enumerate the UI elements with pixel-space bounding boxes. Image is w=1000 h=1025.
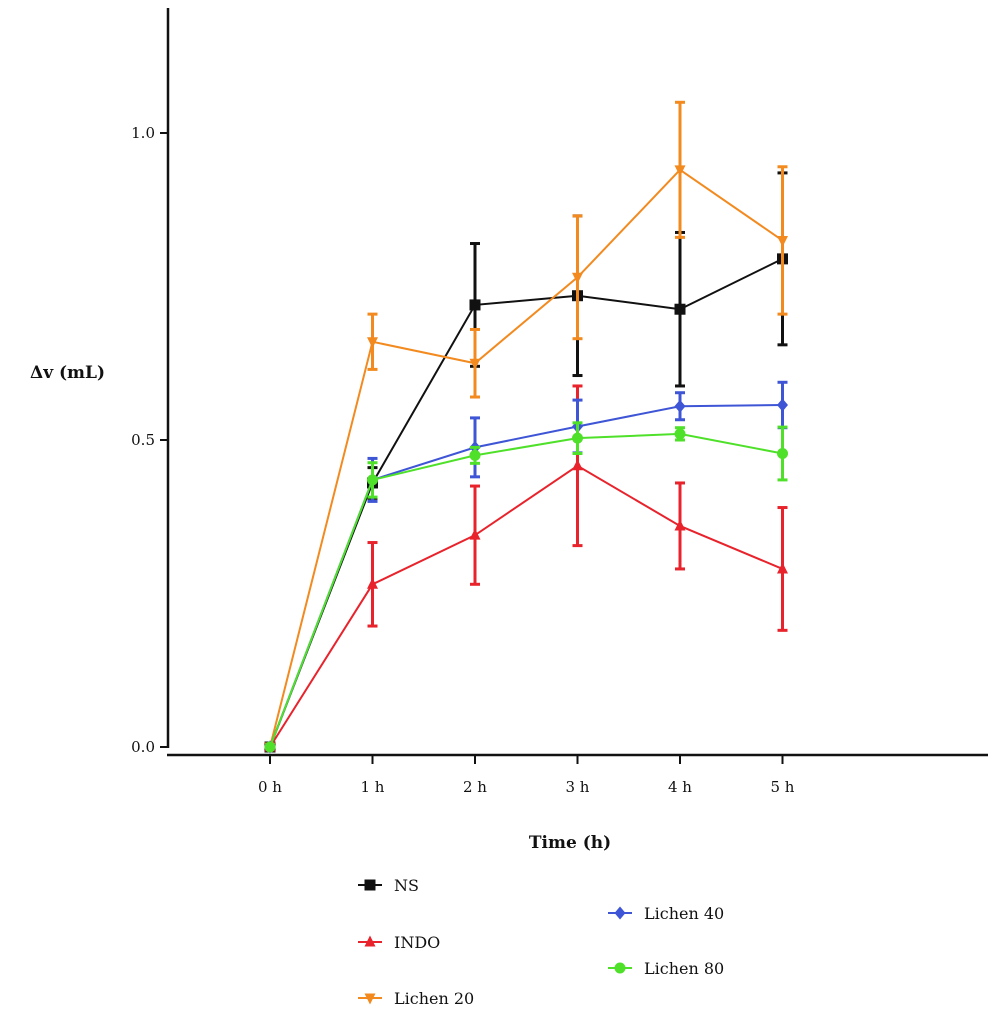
data-point [367,337,378,349]
series-indo [264,384,788,752]
legend-marker [364,993,376,1005]
x-tick-label: 2 h [463,778,487,796]
legend-label: Lichen 40 [644,904,724,923]
y-tick-label: 0.5 [131,431,155,449]
data-point [469,358,481,370]
series-ns [264,171,788,753]
series-layer [264,100,788,754]
legend-item: INDO [358,933,440,952]
x-tick-label: 5 h [771,778,795,796]
x-axis-title: Time (h) [529,833,611,853]
y-tick-label: 0.0 [131,738,155,756]
legend-marker [364,879,376,891]
data-point [367,474,378,486]
legend-item: Lichen 80 [608,959,724,978]
x-tick-label: 0 h [258,778,282,796]
series-lichen-40 [264,380,788,754]
series-lichen-80 [264,421,788,753]
series-line [269,464,783,748]
legend-label: Lichen 20 [394,989,474,1008]
legend-label: Lichen 80 [644,959,724,978]
x-tick-label: 3 h [566,778,590,796]
data-point [777,448,788,460]
series-line [269,432,783,748]
data-point [777,235,788,247]
x-tick-label: 4 h [668,778,692,796]
legend-label: INDO [394,933,440,952]
data-point [674,165,686,177]
data-point [469,449,481,461]
x-tick-label: 1 h [361,778,385,796]
data-point [674,519,686,531]
y-axis-title: Δv (mL) [30,363,105,383]
legend-item: Lichen 20 [358,989,474,1008]
series-lichen-20 [264,100,788,754]
y-tick-label: 1.0 [131,124,155,142]
series-line [269,168,784,748]
legend-marker [614,906,626,920]
legend-marker [614,962,626,974]
data-point [777,562,788,574]
data-point [674,428,686,440]
legend-item: Lichen 40 [608,904,724,923]
legend-item: NS [358,876,419,895]
data-point [674,303,686,315]
data-point [367,577,378,589]
data-point [572,459,583,471]
series-line [269,404,783,748]
data-point [777,398,788,412]
chart-axes: 0.0 0.5 1.0 0 h 1 h 2 h 3 h 4 h 5 h [131,8,988,796]
data-point [674,399,686,413]
legend-label: NS [394,876,419,895]
legend-marker [364,935,376,947]
data-point [264,741,276,753]
series-line [269,257,783,748]
data-point [572,432,583,444]
data-point [469,528,481,540]
legend: NS INDO Lichen 20 Lichen 40 Lichen 80 [358,876,724,1008]
data-point [572,272,583,284]
data-point [469,299,481,311]
